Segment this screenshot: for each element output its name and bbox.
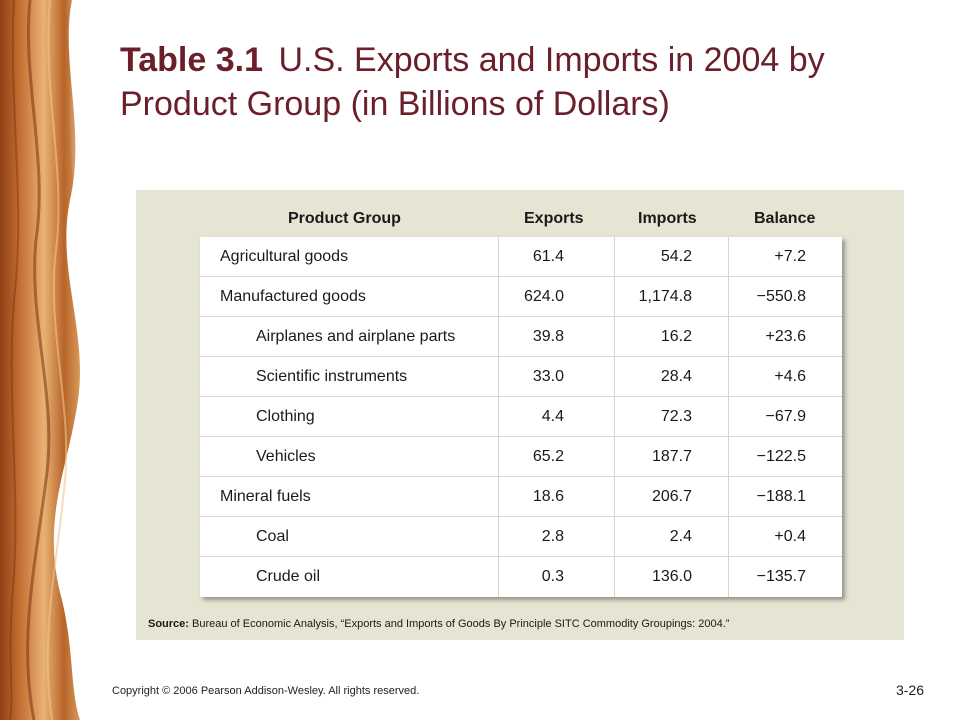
exports-cell: 0.3 bbox=[541, 568, 564, 585]
imports-cell: 16.2 bbox=[660, 328, 692, 345]
column-divider bbox=[498, 237, 499, 597]
table-row: Manufactured goods 624.0 1,174.8 −550.8 bbox=[200, 277, 842, 317]
data-table: Agricultural goods 61.4 54.2 +7.2 Manufactur… bbox=[200, 237, 842, 597]
slide-title: Table 3.1 U.S. Exports and Imports in 20… bbox=[120, 38, 920, 126]
table-row: Mineral fuels 18.6 206.7 −188.1 bbox=[200, 477, 842, 517]
table-row: Agricultural goods 61.4 54.2 +7.2 bbox=[200, 237, 842, 277]
balance-cell: −67.9 bbox=[765, 408, 806, 425]
imports-cell: 2.4 bbox=[669, 528, 692, 545]
exports-cell: 33.0 bbox=[532, 368, 564, 385]
table-row: Clothing 4.4 72.3 −67.9 bbox=[200, 397, 842, 437]
title-text: U.S. Exports and Imports in 2004 by Prod… bbox=[120, 41, 825, 123]
product-group-cell: Crude oil bbox=[256, 568, 321, 585]
exports-cell: 624.0 bbox=[523, 288, 564, 305]
table-row: Vehicles 65.2 187.7 −122.5 bbox=[200, 437, 842, 477]
exports-cell: 2.8 bbox=[541, 528, 564, 545]
column-divider bbox=[614, 237, 615, 597]
header-balance: Balance bbox=[754, 210, 816, 227]
balance-cell: +0.4 bbox=[774, 528, 806, 545]
product-group-cell: Airplanes and airplane parts bbox=[256, 328, 456, 345]
source-text: Bureau of Economic Analysis, “Exports an… bbox=[192, 618, 730, 630]
column-divider bbox=[728, 237, 729, 597]
table-row: Airplanes and airplane parts 39.8 16.2 +23.… bbox=[200, 317, 842, 357]
exports-cell: 61.4 bbox=[532, 248, 564, 265]
balance-cell: −188.1 bbox=[756, 488, 806, 505]
header-product-group: Product Group bbox=[288, 210, 401, 227]
exports-cell: 18.6 bbox=[532, 488, 564, 505]
product-group-cell: Clothing bbox=[256, 408, 315, 425]
table-row: Coal 2.8 2.4 +0.4 bbox=[200, 517, 842, 557]
table-number: Table 3.1 bbox=[120, 41, 263, 79]
exports-cell: 65.2 bbox=[532, 448, 564, 465]
imports-cell: 72.3 bbox=[660, 408, 692, 425]
product-group-cell: Mineral fuels bbox=[220, 488, 311, 505]
imports-cell: 28.4 bbox=[660, 368, 692, 385]
balance-cell: −550.8 bbox=[756, 288, 806, 305]
product-group-cell: Coal bbox=[256, 528, 289, 545]
page-number: 3-26 bbox=[895, 682, 924, 698]
header-exports: Exports bbox=[524, 210, 584, 227]
balance-cell: −135.7 bbox=[756, 568, 806, 585]
table-row: Crude oil 0.3 136.0 −135.7 bbox=[200, 557, 842, 597]
table-panel: Product Group Exports Imports Balance Ag… bbox=[136, 190, 904, 640]
exports-cell: 4.4 bbox=[541, 408, 564, 425]
imports-cell: 206.7 bbox=[651, 488, 692, 505]
imports-cell: 1,174.8 bbox=[638, 288, 692, 305]
imports-cell: 187.7 bbox=[651, 448, 692, 465]
product-group-cell: Scientific instruments bbox=[256, 368, 408, 385]
product-group-cell: Manufactured goods bbox=[220, 288, 366, 305]
exports-cell: 39.8 bbox=[532, 328, 564, 345]
imports-cell: 136.0 bbox=[651, 568, 692, 585]
product-group-cell: Agricultural goods bbox=[220, 248, 349, 265]
balance-cell: +23.6 bbox=[765, 328, 806, 345]
header-imports: Imports bbox=[638, 210, 697, 227]
imports-cell: 54.2 bbox=[660, 248, 692, 265]
balance-cell: +7.2 bbox=[774, 248, 806, 265]
balance-cell: +4.6 bbox=[774, 368, 806, 385]
product-group-cell: Vehicles bbox=[256, 448, 316, 465]
source-label: Source: bbox=[148, 618, 189, 630]
balance-cell: −122.5 bbox=[756, 448, 806, 465]
table-row: Scientific instruments 33.0 28.4 +4.6 bbox=[200, 357, 842, 397]
source-note: Source: Bureau of Economic Analysis, “Ex… bbox=[148, 618, 729, 630]
copyright-notice: Copyright © 2006 Pearson Addison-Wesley.… bbox=[112, 685, 420, 697]
